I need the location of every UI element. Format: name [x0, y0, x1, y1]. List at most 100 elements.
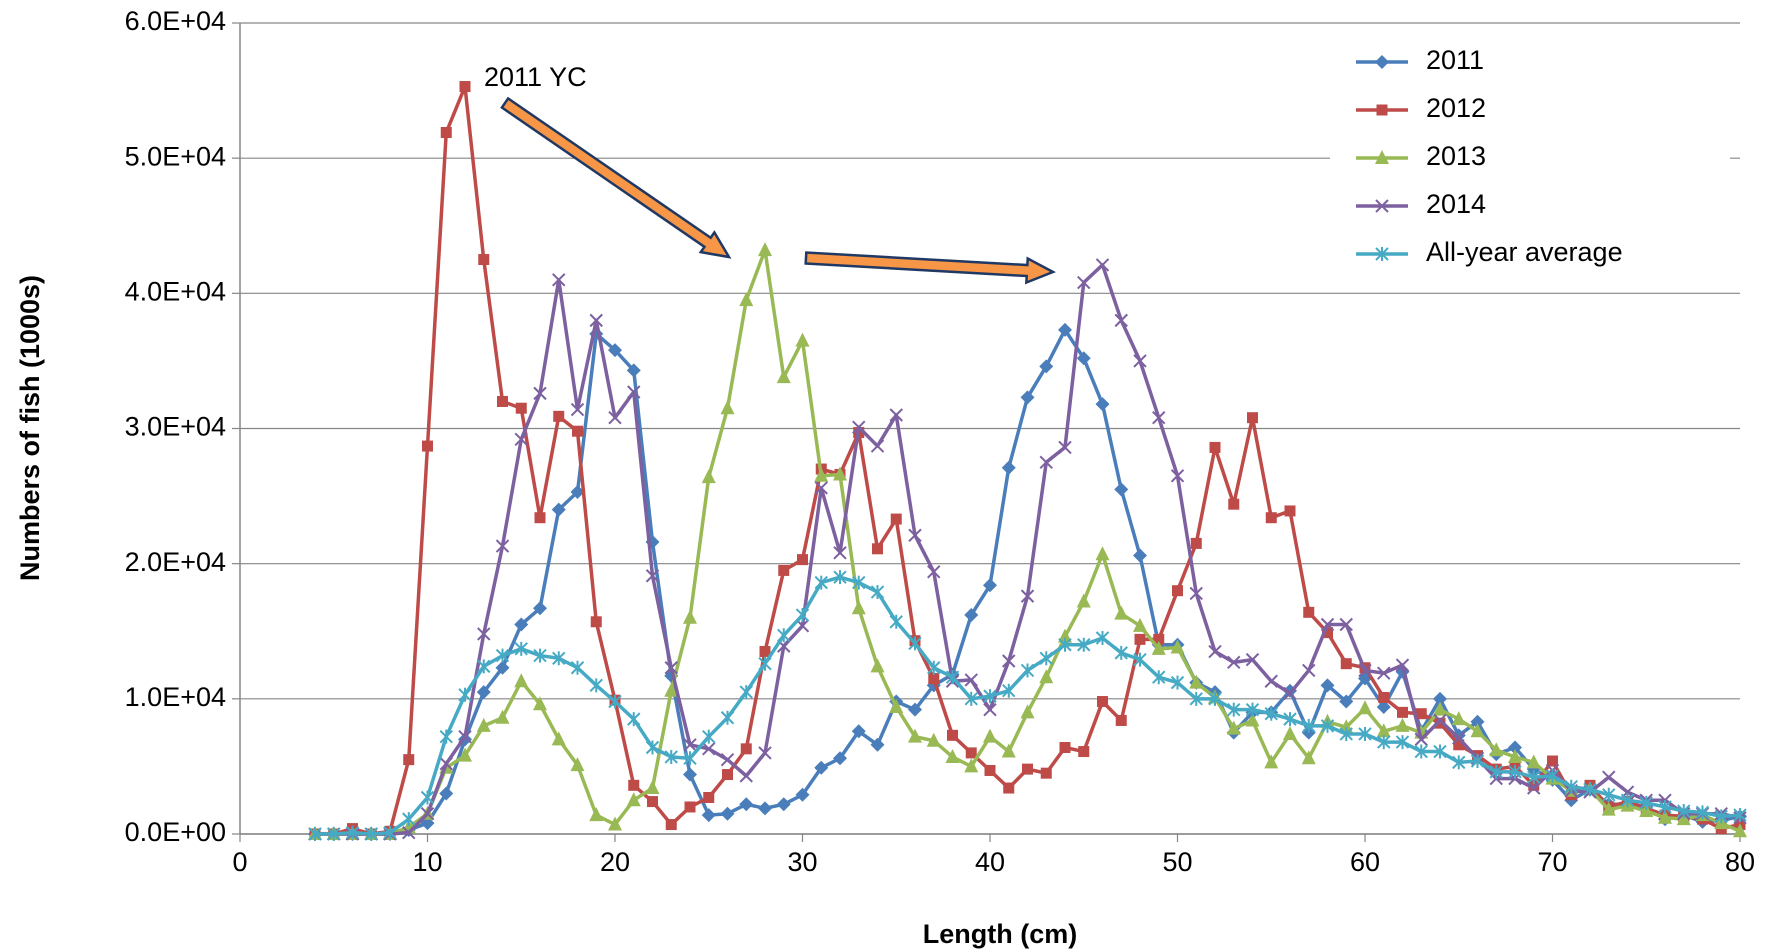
x-tick-label: 10 — [412, 847, 442, 877]
marker — [458, 687, 472, 702]
marker — [1527, 781, 1541, 795]
marker — [964, 673, 978, 687]
marker — [964, 691, 978, 706]
marker — [1320, 617, 1335, 632]
marker — [572, 425, 583, 437]
marker — [702, 742, 716, 756]
marker — [1114, 605, 1129, 620]
marker — [1097, 696, 1108, 708]
marker — [514, 617, 529, 632]
marker — [458, 747, 472, 762]
y-tick-label: 2.0E+04 — [125, 547, 226, 577]
marker — [383, 825, 397, 840]
marker — [570, 757, 585, 772]
marker — [608, 410, 622, 425]
marker — [1265, 512, 1277, 524]
legend-label: 2013 — [1426, 141, 1486, 171]
marker — [1602, 770, 1616, 784]
marker — [495, 648, 510, 663]
marker — [476, 717, 491, 732]
marker — [477, 659, 491, 674]
marker — [514, 673, 529, 688]
marker — [701, 469, 716, 484]
marker — [1039, 359, 1054, 374]
marker — [608, 343, 622, 358]
marker — [1639, 803, 1654, 818]
marker — [1095, 631, 1110, 646]
marker — [1452, 731, 1466, 745]
marker — [683, 738, 697, 752]
marker — [1714, 809, 1728, 824]
marker — [908, 636, 922, 651]
marker — [1095, 546, 1110, 561]
marker — [758, 801, 772, 816]
marker — [814, 575, 828, 590]
marker — [1302, 718, 1316, 733]
marker — [364, 827, 378, 841]
marker — [833, 546, 847, 560]
annotation: 2011 YC — [484, 62, 587, 92]
marker — [758, 746, 772, 760]
marker — [1564, 779, 1578, 794]
marker — [1303, 606, 1315, 618]
marker — [628, 779, 640, 791]
marker — [1527, 770, 1541, 785]
legend-label: 2011 — [1426, 45, 1484, 75]
series-line — [315, 248, 1741, 836]
marker — [833, 466, 847, 481]
marker — [945, 748, 960, 763]
marker — [1695, 805, 1710, 820]
marker — [1322, 627, 1333, 639]
marker — [1620, 793, 1635, 808]
marker — [1339, 726, 1353, 741]
marker — [908, 528, 922, 542]
marker — [402, 812, 416, 827]
marker — [1115, 714, 1127, 726]
marker — [1639, 795, 1653, 810]
marker — [1077, 637, 1091, 652]
marker — [534, 512, 546, 524]
marker — [1283, 725, 1297, 740]
marker — [851, 724, 866, 739]
marker — [890, 513, 902, 525]
marker — [589, 678, 603, 693]
marker — [983, 689, 997, 704]
marker — [889, 698, 904, 713]
marker — [647, 796, 658, 808]
y-tick-label: 3.0E+04 — [125, 412, 226, 442]
marker — [533, 648, 547, 663]
marker — [478, 254, 490, 266]
marker — [403, 754, 415, 766]
marker — [570, 660, 585, 675]
marker — [1039, 651, 1053, 666]
arrow — [804, 251, 1056, 285]
marker — [1133, 354, 1147, 368]
marker — [1470, 714, 1485, 729]
marker — [1152, 670, 1166, 685]
marker — [1301, 750, 1316, 765]
marker — [1152, 410, 1166, 425]
marker — [1375, 199, 1389, 213]
marker — [1415, 708, 1427, 720]
y-tick-label: 1.0E+04 — [125, 682, 226, 712]
marker — [1376, 699, 1391, 714]
marker — [1247, 412, 1258, 424]
marker — [1377, 666, 1391, 680]
marker — [1133, 548, 1147, 563]
legend-label: All-year average — [1426, 237, 1623, 267]
marker — [964, 758, 979, 773]
marker — [497, 395, 508, 407]
marker — [722, 769, 733, 781]
marker — [1114, 313, 1128, 328]
marker — [1358, 726, 1372, 741]
marker — [1022, 763, 1033, 775]
marker — [777, 628, 791, 643]
marker — [740, 743, 752, 755]
marker — [928, 673, 940, 685]
marker — [1508, 748, 1522, 763]
marker — [1208, 691, 1222, 706]
marker — [1375, 247, 1389, 261]
marker — [533, 601, 547, 616]
marker — [551, 502, 566, 517]
